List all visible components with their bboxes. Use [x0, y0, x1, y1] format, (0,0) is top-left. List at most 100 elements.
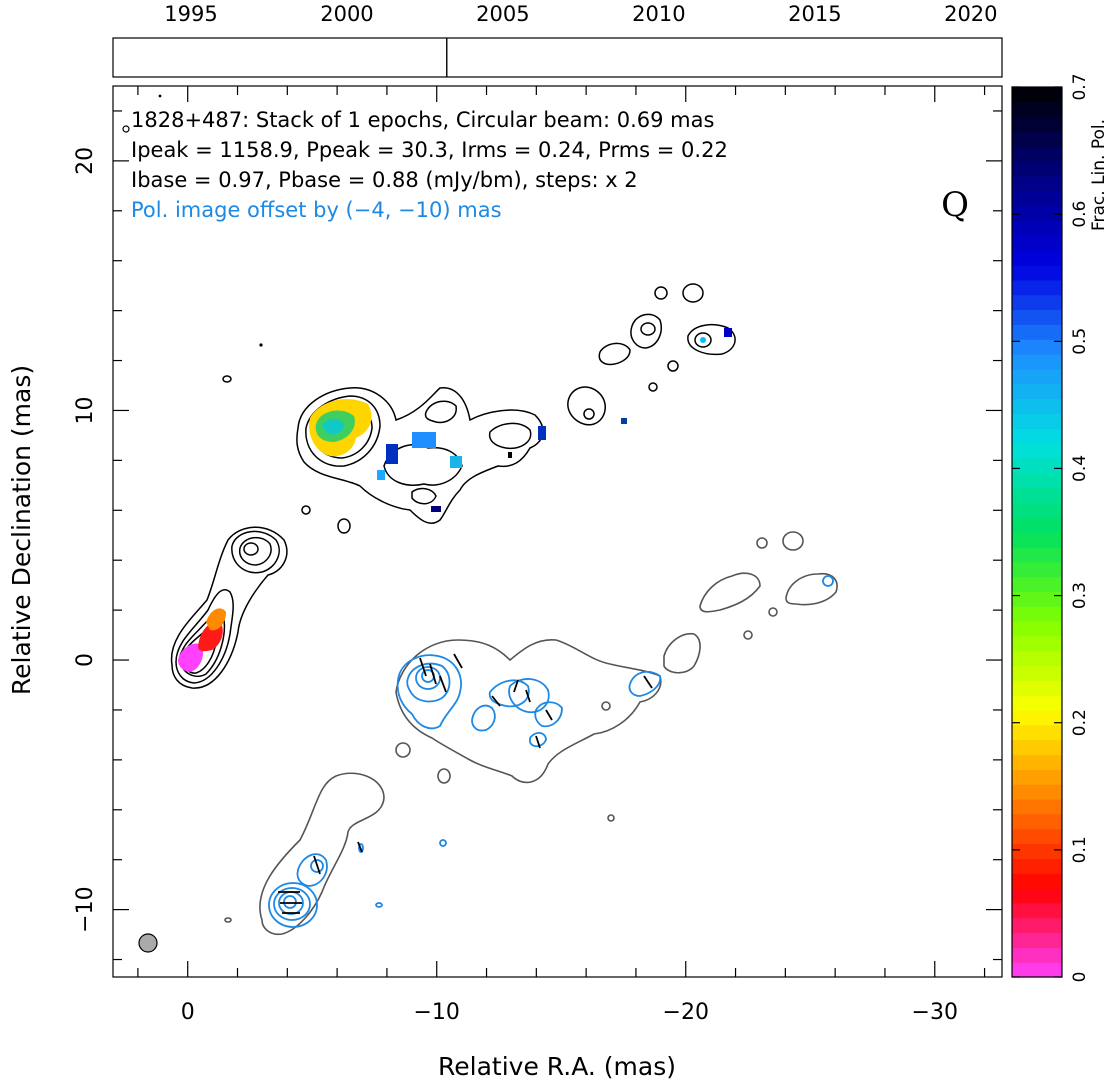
p-grey-blob-7 — [601, 701, 611, 711]
x-tick-label: −10 — [414, 1000, 460, 1025]
i-contour-hotspot-outer — [296, 387, 544, 524]
colorbar-step — [1012, 561, 1062, 578]
colorbar-tick-label: 0 — [1070, 972, 1090, 983]
y-tick-label: 20 — [73, 147, 98, 175]
colorbar-tick-label: 0.3 — [1070, 582, 1090, 609]
colorbar-step — [1012, 546, 1062, 563]
colorbar-ticks: 0 0.1 0.2 0.3 0.4 0.5 0.6 0.7 — [1012, 73, 1090, 982]
fpol-lobe-2 — [386, 444, 398, 464]
colorbar-step — [1012, 265, 1062, 281]
colorbar-step — [1012, 754, 1062, 770]
band-label: Q — [941, 185, 969, 225]
colorbar-step — [1012, 472, 1062, 489]
epoch-tick-label: 2005 — [476, 2, 529, 26]
evpa-tick — [439, 675, 447, 693]
epoch-timeline: 1995 2000 2005 2010 2015 2020 — [112, 2, 1003, 78]
colorbar-title: Frac. Lin. Pol. — [1089, 119, 1109, 231]
colorbar-step — [1012, 680, 1062, 696]
colorbar-step — [1012, 176, 1062, 192]
p-blue-lobe-5 — [471, 704, 496, 732]
i-contour-outer-1-inner — [583, 408, 595, 420]
colorbar-step — [1012, 784, 1062, 800]
colorbar-step — [1012, 828, 1062, 845]
frac-pol-colormap — [178, 328, 732, 672]
p-grey-blob-6 — [743, 630, 753, 640]
y-tick-label: 0 — [73, 653, 98, 667]
x-axis-title: Relative R.A. (mas) — [438, 1052, 676, 1081]
colorbar-gradient — [1012, 87, 1062, 978]
fpol-lobe-3 — [450, 456, 462, 468]
map-panel: 0 −10 −20 −30 −10 0 10 20 1828+487: Stack of 1 … — [7, 85, 1003, 1081]
evpa-vectors — [278, 653, 653, 914]
i-contour-outer-7 — [648, 382, 658, 392]
colorbar-tick-label: 0.7 — [1070, 73, 1090, 100]
colorbar-step — [1012, 517, 1062, 533]
evpa-tick — [313, 855, 321, 875]
map-frame — [112, 85, 1003, 978]
fpol-lobe-1 — [412, 432, 436, 448]
fpol-outer-2 — [621, 418, 627, 424]
i-contour-knot-3 — [243, 542, 259, 556]
i-contour-outer-6 — [667, 360, 679, 372]
colorbar-step — [1012, 710, 1062, 726]
p-grey-outer-3 — [663, 632, 701, 674]
colorbar-tick-label: 0.5 — [1070, 328, 1090, 355]
colorbar-step — [1012, 87, 1062, 103]
evpa-tick — [525, 689, 531, 703]
evpa-tick — [357, 841, 363, 853]
plot-content — [122, 94, 838, 953]
fpol-lobe-6 — [431, 506, 441, 512]
colorbar-step — [1012, 487, 1062, 503]
colorbar-step — [1012, 799, 1062, 815]
i-contour-blob-c — [222, 375, 232, 383]
colorbar-step — [1012, 220, 1062, 236]
i-contour-hotspot-2 — [305, 395, 381, 467]
colorbar-step — [1012, 902, 1062, 919]
p-blue-blob-2 — [375, 902, 383, 908]
epoch-tick-label: 2015 — [788, 2, 841, 26]
colorbar-tick-label: 0.4 — [1070, 455, 1090, 482]
p-grey-blob-9 — [607, 814, 615, 822]
colorbar-step — [1012, 635, 1062, 652]
colorbar: 0 0.1 0.2 0.3 0.4 0.5 0.6 0.7 Frac. Lin. Pol. — [1011, 73, 1109, 982]
x-tick-label: −20 — [663, 1000, 709, 1025]
i-contour-outer-4 — [654, 286, 668, 300]
fpol-outer-1 — [724, 328, 732, 337]
evpa-tick — [453, 653, 463, 669]
i-contour-outer-8-inner — [694, 332, 712, 348]
i-contour-knot-1 — [231, 530, 280, 574]
evpa-tick — [513, 679, 519, 693]
colorbar-step — [1012, 502, 1062, 518]
p-grey-blob-1 — [782, 531, 804, 551]
info-line-2: Ipeak = 1158.9, Ppeak = 30.3, Irms = 0.2… — [131, 138, 728, 162]
evpa-tick — [491, 695, 501, 707]
x-tick-label: 0 — [181, 1000, 195, 1025]
i-contour-lobe-4 — [424, 400, 457, 424]
colorbar-step — [1012, 739, 1062, 756]
colorbar-step — [1012, 962, 1062, 978]
stray-dot — [259, 343, 263, 347]
colorbar-step — [1012, 769, 1062, 785]
colorbar-step — [1012, 383, 1062, 400]
i-contour-outer-2 — [598, 342, 631, 366]
pol-intensity-contours — [268, 575, 834, 928]
epoch-tick-label: 1995 — [164, 2, 217, 26]
colorbar-step — [1012, 650, 1062, 667]
p-blue-blob-3 — [358, 843, 364, 853]
colorbar-step — [1012, 294, 1062, 311]
colorbar-step — [1012, 161, 1062, 177]
colorbar-step — [1012, 917, 1062, 934]
p-blue-knot-4 — [283, 895, 297, 909]
i-contour-outer-3-inner — [640, 322, 656, 336]
fpol-lobe-7 — [508, 452, 512, 458]
stokes-i-contours — [170, 283, 736, 689]
stray-dot-2 — [158, 94, 162, 98]
info-line-1: 1828+487: Stack of 1 epochs, Circular be… — [131, 108, 714, 132]
colorbar-step — [1012, 190, 1062, 207]
colorbar-step — [1012, 606, 1062, 622]
beam-marker-top — [122, 125, 130, 133]
map-axes: 0 −10 −20 −30 −10 0 10 20 — [73, 86, 1002, 1025]
colorbar-step — [1012, 873, 1062, 889]
i-contour-outer-8 — [687, 323, 736, 356]
colorbar-frame — [1011, 86, 1063, 978]
